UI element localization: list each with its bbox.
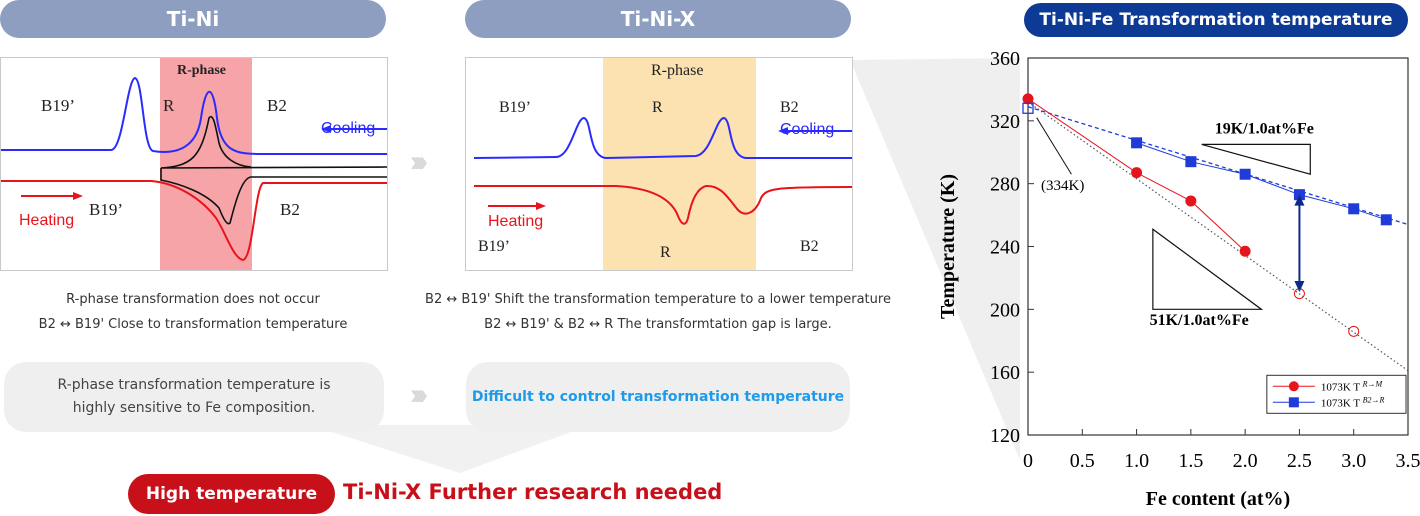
blue-series-point <box>1380 214 1392 226</box>
tinix-label-b19-bottom: B19’ <box>478 238 510 255</box>
blue-series-point <box>1239 168 1251 180</box>
tini-bubble-line-1: R-phase transformation temperature is <box>57 377 331 393</box>
x-tick-label: 1.5 <box>1178 450 1203 472</box>
tini-dsc-panel: B19’ R R-phase B2 Cooling Heating B19’ B… <box>0 57 388 271</box>
chart-title: Ti-Ni-Fe Transformation temperature <box>1024 3 1408 37</box>
tinix-label-b2-top: B2 <box>780 99 799 116</box>
connector-shade <box>850 58 1020 460</box>
y-tick-label: 360 <box>990 48 1020 70</box>
tinix-description: B2 ↔ B19' Shift the transformation tempe… <box>405 287 911 337</box>
y-tick-label: 200 <box>990 299 1020 321</box>
x-tick-label: 3.5 <box>1396 450 1420 472</box>
x-axis-label: Fe content (at%) <box>1146 488 1290 510</box>
tinix-label-b19-top: B19’ <box>499 99 531 116</box>
blue-open-point <box>1022 102 1034 114</box>
r-phase-band <box>603 58 756 270</box>
tinix-desc-line-2: B2 ↔ B19' & B2 ↔ R The transformtation g… <box>484 317 832 332</box>
y-tick-label: 160 <box>990 362 1020 384</box>
tinix-bubble-text: Difficult to control transformation temp… <box>471 388 845 405</box>
tinix-label-b2-bottom: B2 <box>800 238 819 255</box>
annotation-334k: (334K) <box>1041 178 1084 194</box>
slope-triangle-19 <box>1201 143 1311 176</box>
tini-bubble: R-phase transformation temperature is hi… <box>4 362 384 432</box>
y-axis-label: Temperature (K) <box>937 174 959 319</box>
x-tick-label: 3.0 <box>1341 450 1366 472</box>
legend-marker <box>1288 381 1299 392</box>
legend-marker <box>1288 397 1299 408</box>
y-tick-label: 280 <box>990 174 1020 196</box>
red-series-point <box>1022 93 1034 105</box>
x-tick-label: 0.5 <box>1070 450 1095 472</box>
gap-arrow-head-down <box>1294 281 1305 293</box>
gap-arrow-head-up <box>1294 194 1305 206</box>
tinix-title: Ti-Ni-X <box>465 0 851 38</box>
red-series-point <box>1185 195 1197 207</box>
tini-title: Ti-Ni <box>0 0 386 38</box>
y-tick-label: 120 <box>990 425 1020 447</box>
blue-series-point <box>1131 137 1143 149</box>
tini-description: R-phase transformation does not occur B2… <box>0 287 386 337</box>
tini-label-b19-top: B19’ <box>41 96 75 115</box>
x-tick-label: 2.0 <box>1233 450 1258 472</box>
annotation-334k-pointer <box>1036 117 1072 175</box>
high-temperature-badge: High temperature <box>128 474 335 514</box>
tinix-label-r-top: R <box>652 99 663 116</box>
y-tick-label: 320 <box>990 111 1020 133</box>
funnel-shade <box>310 425 590 473</box>
tinix-bubble: Difficult to control transformation temp… <box>466 362 850 432</box>
tini-label-rphase: R-phase <box>177 63 227 78</box>
x-tick-label: 0 <box>1023 450 1033 472</box>
red-series-point <box>1131 167 1143 179</box>
x-tick-label: 1.0 <box>1124 450 1149 472</box>
x-tick-label: 2.5 <box>1287 450 1312 472</box>
annotation-19k: 19K/1.0at%Fe <box>1215 120 1314 137</box>
tinix-label-rphase: R-phase <box>651 62 704 79</box>
chevron-right-icon: ››› <box>410 378 428 411</box>
tini-label-b2-bottom: B2 <box>280 200 300 219</box>
blue-series-point <box>1293 189 1305 201</box>
red-series-line <box>1027 98 1246 252</box>
tinix-desc-line-1: B2 ↔ B19' Shift the transformation tempe… <box>425 292 891 307</box>
slope-triangle-51 <box>1152 228 1264 310</box>
tini-desc-line-2: B2 ↔ B19' Close to transformation temper… <box>38 317 348 332</box>
blue-series-point <box>1348 203 1360 215</box>
tinix-label-heating: Heating <box>488 213 544 230</box>
blue-fit-line <box>1027 106 1409 226</box>
red-fit-line <box>1027 101 1409 372</box>
tini-label-r: R <box>163 96 175 115</box>
tinix-label-cooling: Cooling <box>780 121 835 138</box>
tini-dsc-curves <box>1 76 387 262</box>
tini-bubble-line-2: highly sensitive to Fe composition. <box>72 400 316 416</box>
tini-label-b19-bottom: B19’ <box>89 200 123 219</box>
red-series-point <box>1239 245 1251 257</box>
y-tick-label: 240 <box>990 237 1020 259</box>
fe-transformation-chart: 0 0.5 1.0 1.5 2.0 2.5 3.0 3.5 120 160 200 240 280 320… <box>937 48 1420 510</box>
tini-label-heating: Heating <box>19 212 75 229</box>
red-open-point <box>1348 325 1360 337</box>
tinix-dsc-curves <box>473 116 852 225</box>
annotation-51k: 51K/1.0at%Fe <box>1150 312 1249 329</box>
chevron-right-icon: ››› <box>410 145 428 178</box>
tinix-dsc-panel: R-phase B19’ R B2 Cooling Heating B19’ R… <box>465 57 853 271</box>
bottom-message: Ti-Ni-X Further research needed <box>343 480 723 504</box>
tinix-label-r-bottom: R <box>660 244 671 261</box>
blue-series-point <box>1185 156 1197 168</box>
tini-label-cooling: Cooling <box>321 120 376 137</box>
tini-label-b2-top: B2 <box>267 96 287 115</box>
tini-desc-line-1: R-phase transformation does not occur <box>66 292 320 307</box>
